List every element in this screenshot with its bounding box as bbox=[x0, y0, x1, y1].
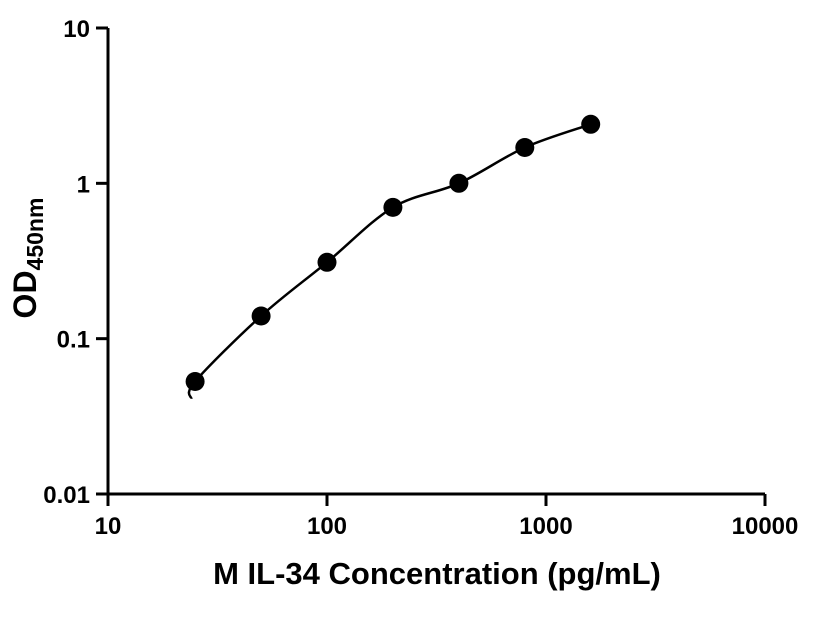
axes-line bbox=[106, 28, 765, 496]
x-axis-title: M IL-34 Concentration (pg/mL) bbox=[213, 556, 661, 591]
y-axis-tick-label: 10 bbox=[63, 16, 90, 43]
plot-area: 10 100 1000 10000 0.01 0.1 1 10 bbox=[43, 16, 798, 540]
data-point-marker bbox=[185, 372, 205, 391]
fit-curve bbox=[187, 123, 592, 400]
x-axis-tick-label: 100 bbox=[307, 513, 347, 540]
data-point-marker bbox=[251, 306, 271, 326]
y-axis-title-subscript: 450nm bbox=[22, 198, 48, 271]
y-axis-title: OD450nm bbox=[7, 198, 48, 319]
data-point-marker bbox=[317, 252, 337, 272]
y-axis-tick-label: 0.1 bbox=[57, 327, 90, 354]
y-axis-tick-label: 1 bbox=[77, 171, 90, 198]
x-axis-tick-label: 1000 bbox=[519, 513, 572, 540]
y-axis-tick-label: 0.01 bbox=[43, 482, 90, 509]
x-axis-tick-label: 10000 bbox=[732, 513, 799, 540]
y-axis-title-main: OD bbox=[7, 270, 43, 318]
data-point-marker bbox=[515, 138, 535, 157]
data-point-marker bbox=[383, 197, 403, 217]
x-axis-tick-label: 10 bbox=[95, 513, 122, 540]
data-point-marker bbox=[449, 173, 469, 193]
data-point-marker bbox=[581, 114, 601, 134]
